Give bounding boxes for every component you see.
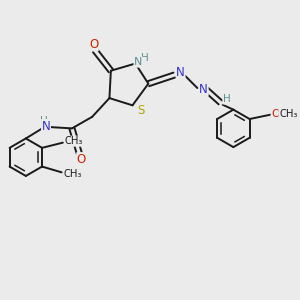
Text: S: S	[137, 104, 144, 117]
Text: H: H	[223, 94, 231, 104]
Text: H: H	[141, 53, 148, 63]
Text: CH₃: CH₃	[63, 169, 82, 179]
Text: H: H	[40, 116, 48, 126]
Text: O: O	[89, 38, 98, 51]
Text: N: N	[199, 83, 208, 96]
Text: N: N	[176, 66, 185, 79]
Text: N: N	[42, 120, 50, 133]
Text: CH₃: CH₃	[64, 136, 83, 146]
Text: CH₃: CH₃	[279, 109, 297, 119]
Text: O: O	[271, 109, 280, 119]
Text: O: O	[77, 153, 86, 166]
Text: N: N	[134, 57, 142, 67]
